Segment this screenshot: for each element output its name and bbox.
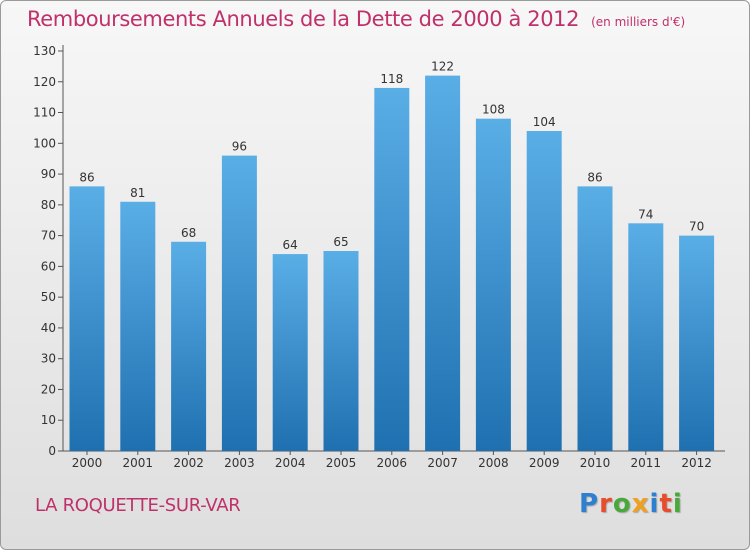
commune-name: LA ROQUETTE-SUR-VAR [35, 495, 241, 516]
logo-letter: i [672, 489, 683, 519]
y-tick-label: 120 [33, 75, 56, 89]
x-tick-label: 2010 [580, 456, 611, 470]
y-tick-label: 40 [41, 321, 56, 335]
x-tick-label: 2004 [275, 456, 306, 470]
value-label: 64 [283, 238, 298, 252]
x-tick-label: 2011 [631, 456, 662, 470]
y-tick-label: 80 [41, 198, 56, 212]
logo-letter: x [631, 489, 650, 519]
x-tick-label: 2009 [529, 456, 560, 470]
value-label: 118 [380, 72, 403, 86]
labels: 86 2000 81 2001 68 2002 96 2003 64 2004 65 2005 118 2… [72, 60, 712, 470]
chart-title-text: Remboursements Annuels de la Dette de 20… [27, 7, 580, 31]
value-label: 86 [587, 170, 602, 184]
bars [69, 75, 715, 451]
bar-2003 [221, 155, 257, 451]
bar-2000 [69, 186, 105, 451]
y-tick-label: 0 [48, 444, 56, 458]
y-tick-label: 50 [41, 290, 56, 304]
logo-letter: P [579, 489, 600, 519]
logo-letter: t [659, 489, 673, 519]
axes: 0 10 20 30 40 50 60 70 80 90 100 110 120 130 [33, 44, 725, 458]
logo-letter: r [599, 489, 613, 519]
x-tick-label: 2001 [123, 456, 154, 470]
value-label: 70 [689, 220, 704, 234]
bar-2001 [120, 201, 156, 451]
x-tick-label: 2002 [173, 456, 204, 470]
bar-2008 [475, 118, 511, 451]
x-tick-label: 2007 [427, 456, 458, 470]
bar-2005 [323, 251, 359, 451]
y-tick-label: 70 [41, 229, 56, 243]
bar-2004 [272, 254, 308, 451]
x-tick-label: 2005 [326, 456, 357, 470]
x-tick-label: 2012 [681, 456, 712, 470]
chart-unit: (en milliers d'€) [591, 15, 686, 29]
bar-2011 [628, 223, 664, 451]
x-tick-label: 2008 [478, 456, 509, 470]
value-label: 96 [232, 140, 247, 154]
y-tick-label: 30 [41, 352, 56, 366]
bar-2002 [171, 241, 207, 451]
y-tick-label: 60 [41, 259, 56, 273]
logo-letter: i [649, 489, 660, 519]
value-label: 108 [482, 103, 505, 117]
y-tick-label: 20 [41, 382, 56, 396]
bar-2009 [526, 131, 562, 451]
bar-2007 [425, 75, 461, 451]
logo-letter: o [612, 489, 632, 519]
value-label: 68 [181, 226, 196, 240]
bar-2010 [577, 186, 613, 451]
y-tick-label: 130 [33, 44, 56, 58]
value-label: 81 [130, 186, 145, 200]
y-tick-label: 10 [41, 413, 56, 427]
x-tick-label: 2003 [224, 456, 255, 470]
bar-2006 [374, 87, 410, 451]
x-tick-label: 2006 [377, 456, 408, 470]
x-tick-label: 2000 [72, 456, 103, 470]
y-tick-label: 90 [41, 167, 56, 181]
y-tick-label: 100 [33, 136, 56, 150]
value-label: 122 [431, 60, 454, 74]
value-label: 86 [79, 170, 94, 184]
y-tick-label: 110 [33, 106, 56, 120]
value-label: 104 [533, 115, 556, 129]
chart-title: Remboursements Annuels de la Dette de 20… [27, 7, 685, 31]
bar-2012 [679, 235, 715, 451]
value-label: 65 [333, 235, 348, 249]
value-label: 74 [638, 207, 653, 221]
proxiti-logo: Proxiti [579, 489, 683, 519]
